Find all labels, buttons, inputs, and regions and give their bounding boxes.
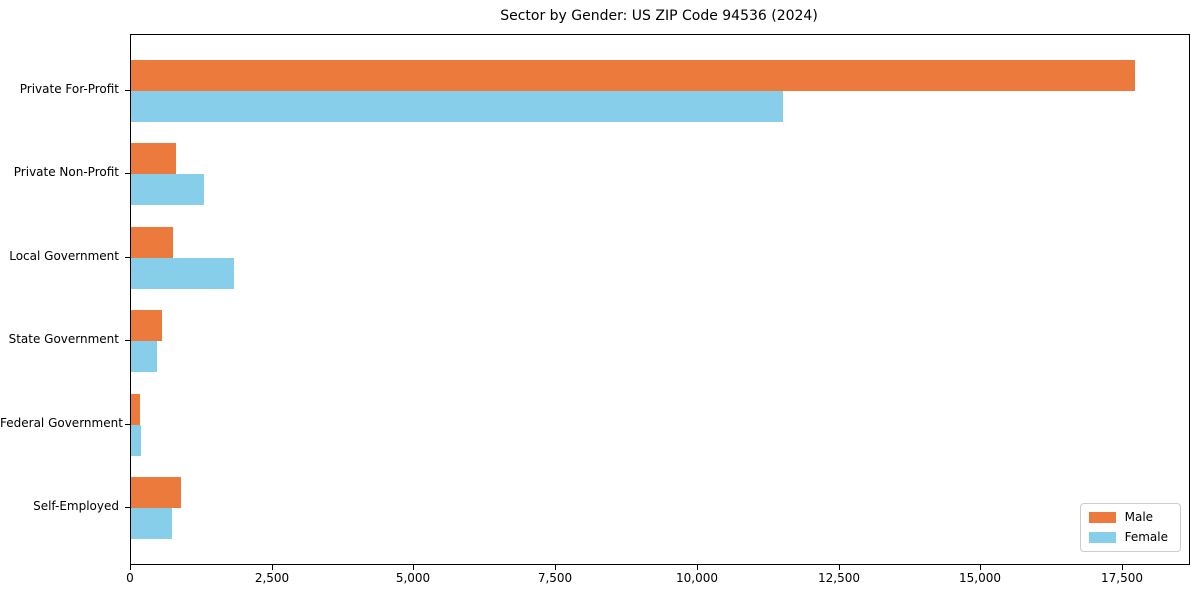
bar-female-3 [131,341,157,372]
y-tick-mark [125,90,130,91]
x-tick-label-2: 5,000 [395,571,431,585]
x-tick-mark [697,565,698,570]
category-label-3: State Government [8,332,119,346]
bar-male-1 [131,143,176,174]
category-label-2: Local Government [9,249,119,263]
x-tick-label-0: 0 [126,571,134,585]
bar-male-0 [131,60,1135,91]
category-label-0: Private For-Profit [19,82,119,96]
x-tick-mark [980,565,981,570]
chart-title: Sector by Gender: US ZIP Code 94536 (202… [500,8,818,24]
y-tick-mark [125,507,130,508]
y-tick-mark [125,424,130,425]
legend-swatch-female [1088,532,1116,543]
legend-item-male: Male [1088,510,1168,524]
x-tick-label-7: 17,500 [1101,571,1143,585]
legend-label-female: Female [1124,530,1168,544]
x-tick-mark [413,565,414,570]
x-tick-mark [272,565,273,570]
bar-male-5 [131,477,181,508]
bar-male-3 [131,310,162,341]
legend-swatch-male [1088,512,1116,523]
x-tick-label-4: 10,000 [676,571,718,585]
legend-label-male: Male [1124,510,1154,524]
x-tick-label-3: 7,500 [537,571,573,585]
x-tick-mark [130,565,131,570]
y-tick-mark [125,257,130,258]
y-tick-mark [125,340,130,341]
x-tick-mark [555,565,556,570]
plot-area: Male Female [130,34,1190,565]
bar-female-0 [131,91,783,122]
bar-female-1 [131,174,204,205]
y-tick-mark [125,173,130,174]
legend: Male Female [1079,503,1181,552]
x-tick-label-1: 2,500 [254,571,290,585]
bar-male-4 [131,394,140,425]
category-label-4: Federal Government [0,416,123,430]
x-tick-label-5: 12,500 [818,571,860,585]
bar-female-4 [131,425,141,456]
bar-female-5 [131,508,172,539]
category-label-1: Private Non-Profit [13,165,119,179]
x-tick-mark [839,565,840,570]
x-tick-mark [1122,565,1123,570]
bar-female-2 [131,258,234,289]
legend-item-female: Female [1088,530,1168,544]
x-tick-label-6: 15,000 [959,571,1001,585]
category-label-5: Self-Employed [33,499,119,513]
bar-male-2 [131,227,173,258]
